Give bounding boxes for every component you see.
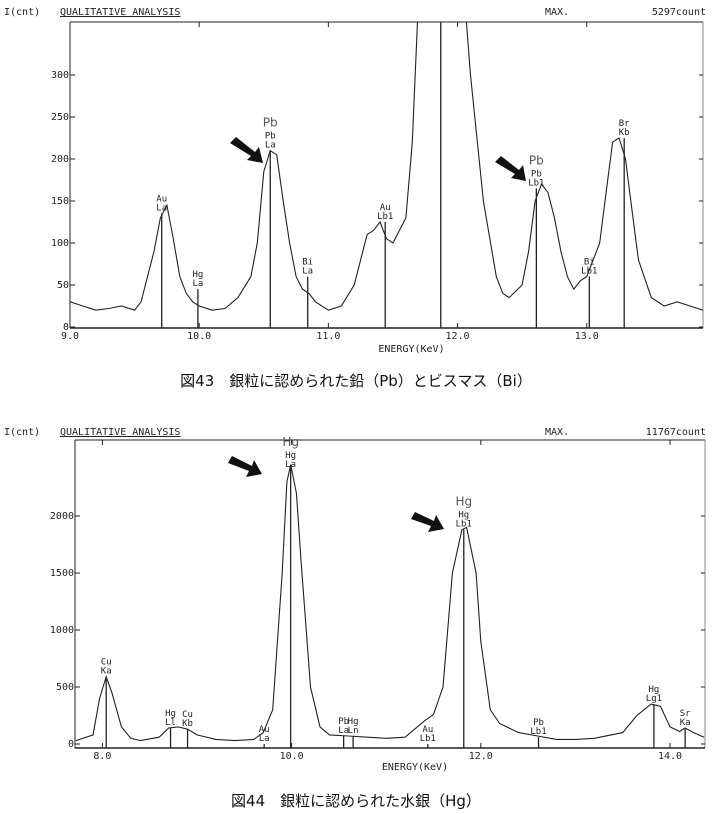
peak-line-label: La [302,267,313,277]
highlight-element-label: Hg [455,495,472,509]
x-axis-label: ENERGY(KeV) [378,344,444,355]
arrow-icon [411,512,444,532]
peak-element-label: Pb [265,132,276,142]
y-tick-label: 0 [68,739,74,750]
arrow-icon [230,137,263,163]
peak-line-label: Lg1 [646,694,662,704]
max-label: MAX. [545,7,569,18]
peak-line-label: Lb1 [530,727,546,737]
peak-element-label: Sr [680,709,691,719]
peak-element-label: Hg [458,511,469,521]
peak-line-label: Ll [165,718,176,728]
peak-element-label: Au [380,203,391,213]
peak-line-label: La [338,726,349,736]
peak-line-label: Lb1 [377,212,393,222]
x-tick-label: 14.0 [658,751,682,762]
peak-line-label: Lb1 [528,178,544,188]
y-tick-label: 1500 [50,568,74,579]
peak-line-label: La [285,460,296,470]
peak-line-label: Ka [101,667,112,677]
highlight-element-label: Pb [263,116,278,130]
y-tick-label: 2000 [50,511,74,522]
peak-line-label: Kb [182,719,193,729]
peak-line-label: La [192,279,203,289]
peak-line-label: La [265,141,276,151]
x-tick-label: 11.0 [316,331,340,342]
peak-element-label: Br [619,119,630,129]
x-tick-label: 12.0 [469,751,493,762]
peak-element-label: Cu [101,658,112,668]
y-tick-label: 500 [56,682,74,693]
peak-element-label: Hg [348,717,359,727]
y-tick-label: 1000 [50,625,74,636]
max-label: MAX. [545,427,569,438]
peak-element-label: Pb [531,169,542,179]
highlight-element-label: Hg [282,435,299,449]
peak-element-label: Hg [285,451,296,461]
peak-line-label: La [259,734,270,744]
peak-element-label: Pb [338,717,349,727]
y-tick-label: 250 [51,112,69,123]
y-axis-label: I(cnt) [4,427,40,438]
y-tick-label: 300 [51,70,69,81]
y-tick-label: 100 [51,238,69,249]
y-tick-label: 200 [51,154,69,165]
figure-caption: 図43 銀粒に認められた鉛（Pb）とビスマス（Bi） [180,372,532,390]
peak-element-label: Pb [533,718,544,728]
peak-line-label: Kb [619,128,630,138]
spectrum-line [75,464,705,742]
peak-element-label: Hg [165,709,176,719]
peak-element-label: Cu [182,710,193,720]
peak-element-label: Au [422,725,433,735]
x-tick-label: 13.0 [575,331,599,342]
peak-line-label: La [156,204,167,214]
x-tick-label: 10.0 [280,751,304,762]
chart-title: QUALITATIVE ANALYSIS [60,7,180,18]
figure-caption: 図44 銀粒に認められた水銀（Hg） [231,792,481,810]
x-tick-label: 9.0 [61,331,79,342]
peak-element-label: Hg [648,685,659,695]
x-axis-label: ENERGY(KeV) [382,762,448,773]
peak-element-label: Bi [584,258,595,268]
peak-element-label: Bi [302,258,313,268]
spectrum-chart-44: I(cnt) QUALITATIVE ANALYSIS MAX. 11767count… [4,427,706,810]
y-tick-label: 0 [63,322,69,333]
y-tick-label: 150 [51,196,69,207]
chart-title: QUALITATIVE ANALYSIS [60,427,180,438]
peak-line-label: Ka [680,718,691,728]
arrow-annotations [228,137,526,532]
x-tick-label: 10.0 [187,331,211,342]
max-count: 5297count [652,7,706,18]
spectrum-chart-43: I(cnt) QUALITATIVE ANALYSIS MAX. 5297count 0… [4,7,706,390]
peak-element-label: Au [259,725,270,735]
peak-element-label: Au [156,195,167,205]
highlight-element-label: Pb [529,153,544,167]
arrow-icon [495,156,526,181]
spectrum-line [70,22,703,311]
max-count: 11767count [646,427,706,438]
y-tick-label: 50 [57,280,69,291]
peak-line-label: Lb1 [456,520,472,530]
y-axis-label: I(cnt) [4,7,40,18]
arrow-icon [228,456,262,477]
x-tick-label: 12.0 [446,331,470,342]
peak-line-label: Lb1 [581,267,597,277]
peak-line-label: Lb1 [420,734,436,744]
peak-element-label: Hg [192,270,203,280]
x-tick-label: 8.0 [93,751,111,762]
peak-line-label: Ln [348,726,359,736]
